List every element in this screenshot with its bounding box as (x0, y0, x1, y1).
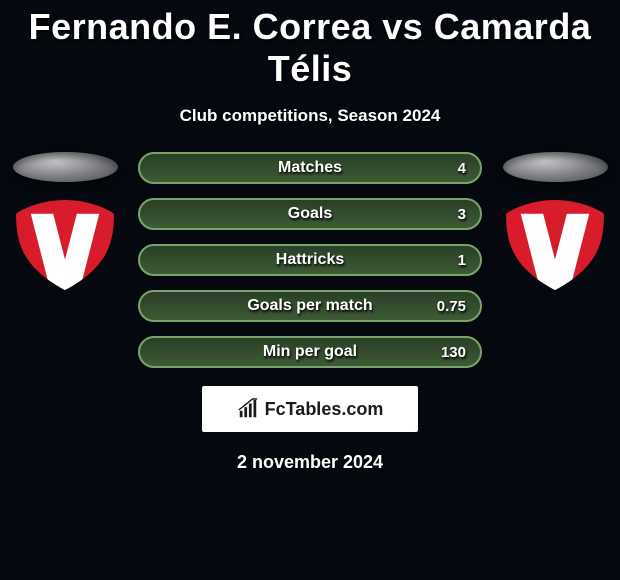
comparison-row: Matches 4 Goals 3 Hattricks 1 Goals per … (0, 152, 620, 368)
stat-label: Min per goal (263, 343, 357, 361)
stat-right-value: 3 (458, 206, 466, 223)
stat-bar-mpg: Min per goal 130 (138, 336, 482, 368)
page-subtitle: Club competitions, Season 2024 (0, 106, 620, 126)
brand-logo[interactable]: FcTables.com (202, 386, 418, 432)
stat-label: Goals (288, 205, 332, 223)
right-player-col (500, 152, 610, 290)
stat-label: Matches (278, 159, 342, 177)
left-player-photo-placeholder (13, 152, 118, 182)
stat-bar-matches: Matches 4 (138, 152, 482, 184)
left-player-col (10, 152, 120, 290)
stat-right-value: 0.75 (437, 298, 466, 315)
right-club-badge-icon (506, 200, 604, 290)
stat-bar-goals: Goals 3 (138, 198, 482, 230)
stat-bar-gpm: Goals per match 0.75 (138, 290, 482, 322)
bar-chart-icon (237, 398, 259, 420)
brand-name: FcTables.com (265, 399, 384, 420)
stat-right-value: 130 (441, 344, 466, 361)
date-label: 2 november 2024 (0, 452, 620, 473)
stats-column: Matches 4 Goals 3 Hattricks 1 Goals per … (138, 152, 482, 368)
stat-right-value: 4 (458, 160, 466, 177)
stat-label: Goals per match (247, 297, 372, 315)
stat-right-value: 1 (458, 252, 466, 269)
page-title: Fernando E. Correa vs Camarda Télis (0, 0, 620, 90)
right-player-photo-placeholder (503, 152, 608, 182)
stat-bar-hattricks: Hattricks 1 (138, 244, 482, 276)
left-club-badge-icon (16, 200, 114, 290)
stat-label: Hattricks (276, 251, 344, 269)
